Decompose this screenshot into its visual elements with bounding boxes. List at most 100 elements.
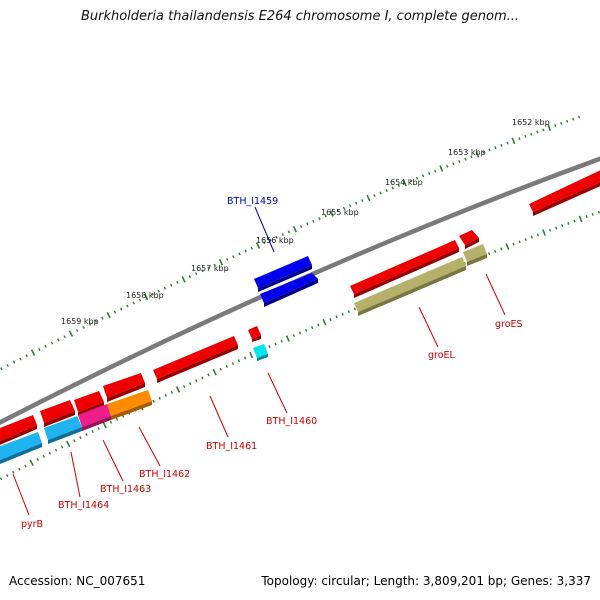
gene-BTH_I1464-sky[interactable] bbox=[44, 416, 82, 444]
leader-pyrB bbox=[12, 473, 30, 516]
outer-ring-tick bbox=[572, 117, 575, 121]
outer-ring-tick bbox=[547, 124, 552, 131]
outer-ring-tick bbox=[275, 235, 278, 239]
inner-ring-tick bbox=[243, 356, 247, 360]
outer-ring-tick bbox=[409, 179, 413, 183]
gene-groEL-forward-red[interactable] bbox=[350, 240, 459, 298]
gene-BTH_I1459-upper[interactable] bbox=[254, 256, 312, 292]
gene-BTH_I1461[interactable] bbox=[153, 336, 238, 383]
inner-ring-tick bbox=[341, 312, 344, 316]
inner-ring-tick bbox=[73, 439, 76, 443]
outer-ring-tick bbox=[287, 230, 291, 234]
outer-ring-tick bbox=[6, 363, 9, 367]
outer-ring-tick bbox=[299, 225, 303, 229]
scale-label-1653: 1653 kbp bbox=[448, 148, 486, 157]
accession-text: Accession: NC_007651 bbox=[9, 574, 146, 588]
outer-ring-tick bbox=[120, 307, 123, 311]
gene-far-right-red[interactable] bbox=[529, 168, 600, 216]
outer-ring-tick bbox=[82, 325, 85, 329]
gene-BTH_I1463-magenta[interactable] bbox=[78, 404, 111, 431]
outer-ring-tick bbox=[157, 289, 160, 293]
gene-red-row-a[interactable] bbox=[103, 373, 145, 402]
outer-ring-tick bbox=[464, 157, 467, 161]
gene-groES-olive[interactable] bbox=[463, 244, 487, 266]
outer-ring-tick bbox=[132, 301, 135, 305]
inner-ring-tick bbox=[158, 396, 161, 400]
outer-ring-tick bbox=[176, 280, 179, 284]
outer-ring-tick bbox=[500, 143, 503, 147]
gene-pyrB-sky[interactable] bbox=[0, 432, 42, 466]
inner-ring-tick bbox=[317, 323, 320, 327]
outer-ring-tick bbox=[577, 115, 581, 119]
gene-red-row-b[interactable] bbox=[74, 391, 104, 416]
inner-ring-tick bbox=[115, 417, 119, 421]
inner-ring-tick bbox=[65, 440, 71, 448]
outer-ring-tick bbox=[0, 367, 3, 371]
outer-ring-tick bbox=[63, 335, 66, 339]
gene-small-red[interactable] bbox=[248, 326, 261, 342]
outer-ring-tick bbox=[511, 137, 516, 145]
gene-BTH_I1459-lower[interactable] bbox=[260, 273, 318, 307]
gene-BTH_I1460-cyan[interactable] bbox=[253, 344, 268, 361]
outer-ring-tick bbox=[336, 209, 340, 213]
outer-ring-tick bbox=[12, 360, 16, 364]
inner-ring-tick bbox=[555, 226, 558, 230]
outer-ring-tick bbox=[397, 184, 400, 187]
outer-ring-tick bbox=[225, 257, 229, 261]
leader-groEL bbox=[418, 306, 439, 348]
inner-ring-tick bbox=[505, 243, 510, 250]
outer-ring-tick bbox=[68, 330, 74, 337]
map-title: Burkholderia thailandensis E264 chromoso… bbox=[80, 9, 520, 24]
outer-ring-tick bbox=[542, 128, 545, 132]
outer-ring-tick bbox=[439, 165, 444, 172]
outer-ring-tick bbox=[30, 349, 36, 356]
outer-ring-tick bbox=[88, 322, 92, 326]
inner-ring-tick bbox=[97, 426, 100, 430]
inner-ring-tick bbox=[274, 342, 277, 346]
outer-ring-tick bbox=[524, 134, 527, 138]
inner-ring-tick bbox=[91, 429, 94, 434]
gene-label-BTH_I1463: BTH_I1463 bbox=[100, 484, 151, 495]
outer-ring-tick bbox=[506, 141, 509, 145]
inner-ring-tick bbox=[298, 331, 302, 335]
outer-ring-tick bbox=[269, 238, 272, 242]
gene-groEL-olive[interactable] bbox=[354, 257, 466, 316]
outer-ring-tick bbox=[494, 146, 497, 150]
inner-ring-tick bbox=[518, 240, 521, 244]
inner-ring-tick bbox=[591, 212, 594, 216]
gene-red-row-d[interactable] bbox=[0, 415, 37, 447]
outer-ring-tick bbox=[361, 199, 364, 203]
gene-BTH_I1462-orange[interactable] bbox=[107, 390, 152, 420]
inner-ring-tick bbox=[280, 339, 283, 343]
gene-label-BTH_I1461: BTH_I1461 bbox=[206, 441, 257, 452]
outer-ring-tick bbox=[458, 160, 461, 163]
outer-ring-tick bbox=[94, 319, 98, 323]
outer-ring-tick bbox=[126, 304, 129, 308]
outer-ring-tick bbox=[292, 225, 298, 233]
outer-ring-tick bbox=[518, 137, 521, 141]
scale-label-1655: 1655 kbp bbox=[321, 208, 359, 217]
inner-ring-tick bbox=[512, 242, 515, 246]
outer-ring-tick bbox=[329, 210, 334, 217]
outer-ring-tick bbox=[379, 191, 382, 195]
outer-ring-tick bbox=[402, 179, 407, 187]
gene-groES-forward-red[interactable] bbox=[459, 230, 479, 249]
gene-red-row-c[interactable] bbox=[40, 400, 75, 427]
outer-ring-tick bbox=[101, 316, 104, 320]
outer-ring-tick bbox=[213, 263, 216, 267]
gene-label-BTH_I1462: BTH_I1462 bbox=[139, 469, 190, 480]
inner-ring-tick bbox=[567, 221, 570, 225]
outer-ring-tick bbox=[355, 201, 358, 205]
outer-ring-tick bbox=[218, 259, 224, 266]
inner-ring-tick bbox=[54, 448, 58, 452]
inner-ring-tick bbox=[188, 382, 192, 386]
inner-ring-tick bbox=[164, 393, 168, 397]
leader-BTH_I1459 bbox=[254, 206, 275, 253]
outer-ring-tick bbox=[207, 266, 210, 270]
inner-ring-tick bbox=[85, 433, 88, 437]
inner-ring-tick bbox=[494, 249, 497, 253]
inner-ring-tick bbox=[231, 362, 235, 365]
inner-ring-tick bbox=[212, 368, 217, 376]
inner-ring-tick bbox=[353, 307, 357, 311]
outer-ring-tick bbox=[530, 132, 533, 136]
